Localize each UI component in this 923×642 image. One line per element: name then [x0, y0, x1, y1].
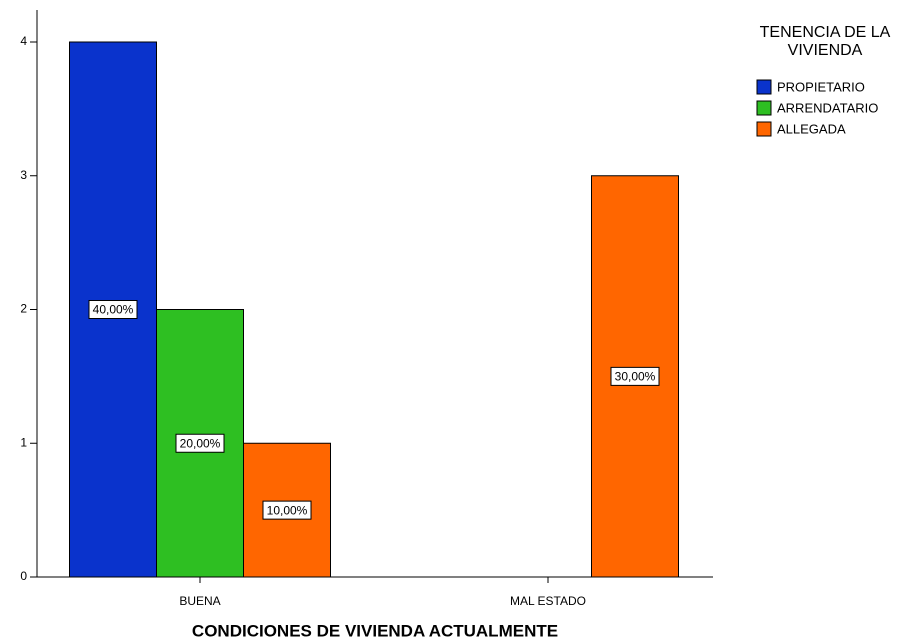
value-label-box — [262, 500, 312, 520]
y-tick-label: 3 — [20, 168, 27, 182]
y-tick-label: 2 — [20, 302, 27, 316]
legend-label: ALLEGADA — [777, 121, 846, 136]
value-label-box — [88, 300, 138, 319]
value-label-box — [175, 433, 225, 453]
y-tick-label: 0 — [20, 569, 27, 583]
x-tick-label: MAL ESTADO — [510, 594, 586, 608]
value-label-box — [610, 366, 660, 386]
value-label: 20,00% — [180, 436, 221, 450]
legend-swatch — [756, 100, 772, 116]
legend-label: ARRENDATARIO — [777, 100, 878, 115]
legend-title: TENENCIA DE LA VIVIENDA — [759, 24, 891, 59]
legend-label: PROPIETARIO — [777, 79, 865, 94]
x-tick-label: BUENA — [179, 594, 220, 608]
value-label: 30,00% — [615, 370, 656, 384]
x-axis-label: CONDICIONES DE VIVIENDA ACTUALMENTE — [192, 621, 558, 640]
y-tick-label: 4 — [20, 34, 27, 48]
value-label: 10,00% — [267, 503, 308, 517]
legend-swatch — [756, 121, 772, 137]
value-label: 40,00% — [93, 303, 134, 317]
legend-swatch — [756, 79, 772, 95]
y-tick-label: 1 — [20, 435, 27, 449]
